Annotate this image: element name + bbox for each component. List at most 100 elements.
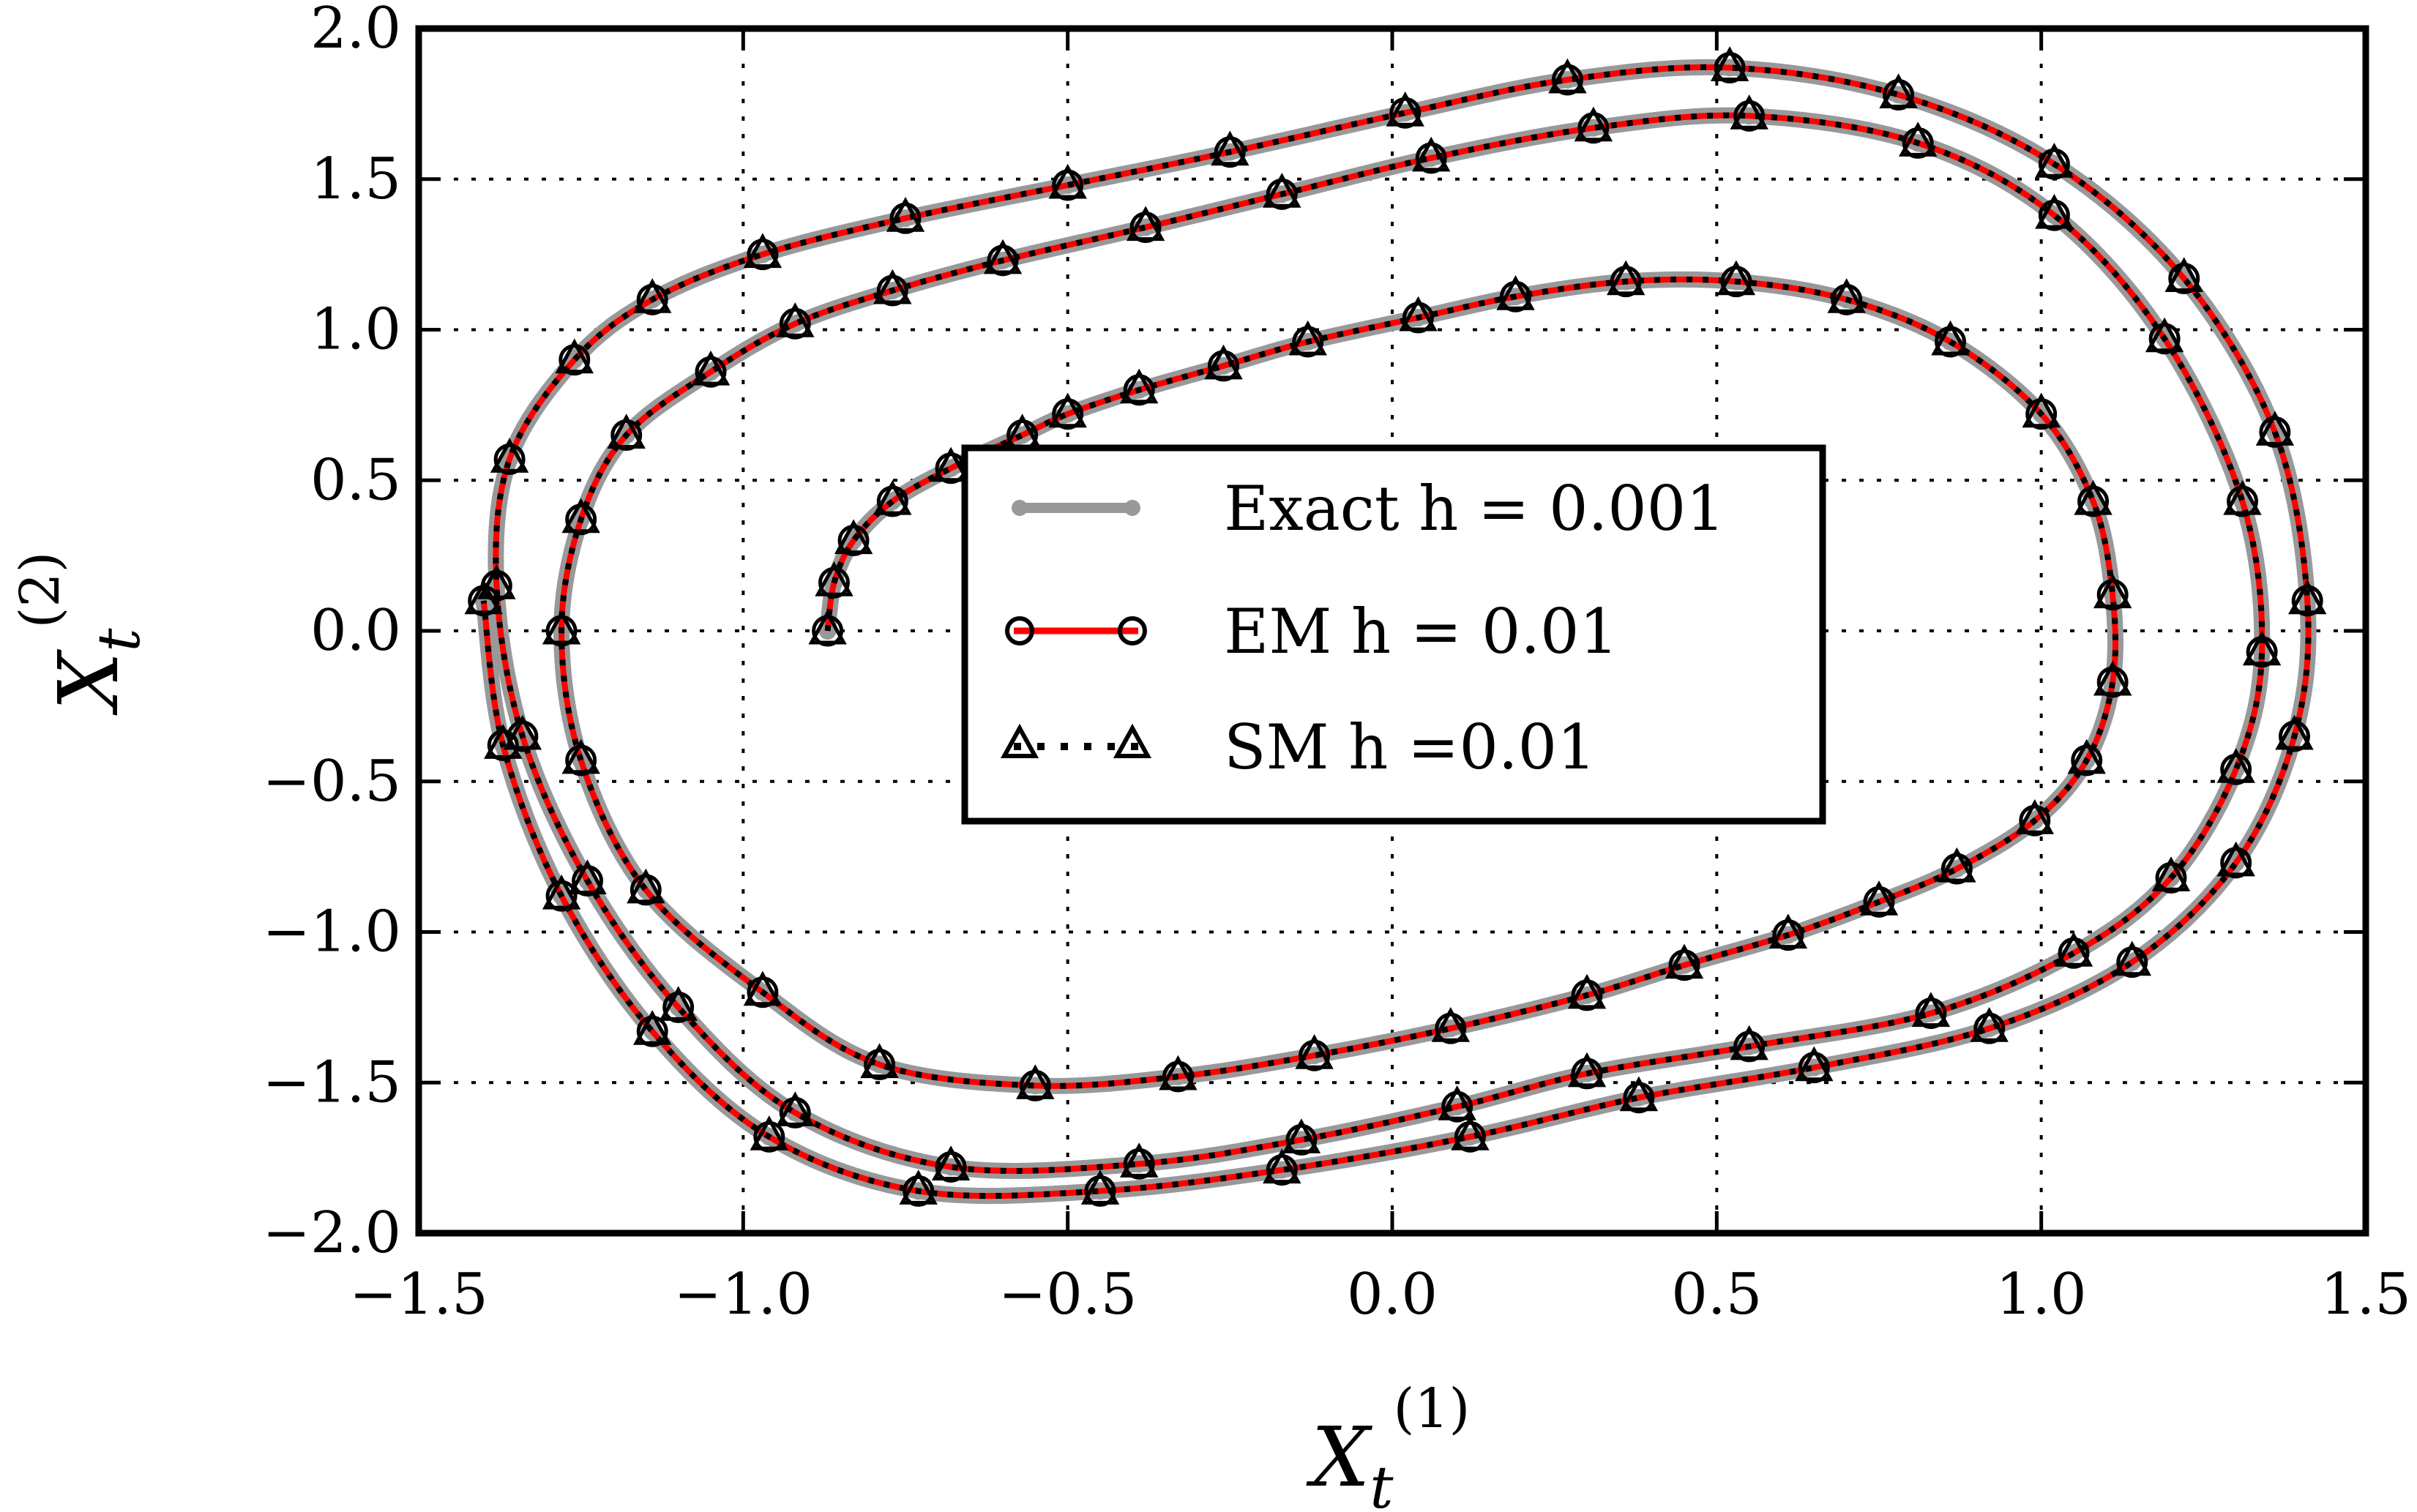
sm-point: [2093, 573, 2132, 609]
sm-point: [743, 970, 782, 1006]
sm-point: [2035, 193, 2074, 229]
sm-point: [632, 278, 672, 313]
sm-point: [873, 269, 912, 304]
sm-point: [1263, 1148, 1301, 1184]
sm-point: [1911, 992, 1951, 1028]
y-tick-label: 1.5: [310, 146, 401, 212]
sm-point: [1619, 1076, 1659, 1112]
sm-point: [2275, 714, 2314, 750]
sm-point: [1606, 260, 1645, 296]
sm-point: [2054, 932, 2093, 967]
sm-point: [1730, 1025, 1768, 1060]
sm-point: [1288, 320, 1327, 356]
sm-point: [808, 609, 847, 645]
sm-point: [1730, 94, 1768, 130]
y-tick-label: 0.5: [310, 447, 401, 513]
sm-point: [983, 239, 1023, 274]
y-tick-label: −1.5: [263, 1049, 401, 1115]
legend-entry-sm: SM h =0.01: [1000, 711, 1596, 783]
y-axis-label: Xt(2): [9, 552, 153, 716]
y-tick-label: 0.0: [310, 598, 401, 664]
sm-point: [1716, 260, 1756, 296]
y-tick-label: 1.0: [310, 297, 401, 363]
sm-point: [1931, 320, 1970, 356]
x-tick-label: −0.5: [998, 1262, 1137, 1328]
sm-point: [561, 738, 600, 774]
sm-point: [1282, 1118, 1321, 1153]
sm-point: [503, 714, 542, 750]
x-tick-label: 0.0: [1347, 1262, 1438, 1328]
sm-point: [1548, 58, 1587, 94]
sm-point: [1263, 173, 1301, 208]
sm-point: [490, 438, 529, 473]
sm-point: [1211, 130, 1249, 166]
sm-point: [2242, 630, 2282, 666]
sm-point: [899, 1169, 938, 1205]
sm-point: [1859, 880, 1899, 916]
sm-point: [2287, 579, 2327, 615]
sm-point: [484, 724, 523, 759]
sm-point: [1710, 46, 1749, 81]
sm-point: [1119, 368, 1159, 404]
sm-point: [815, 561, 853, 596]
y-tick-labels: −2.0 −1.5 −1.0 −0.5 0.0 0.5 1.0 1.5 2.0: [263, 0, 401, 1266]
sm-point: [1898, 121, 1938, 157]
sm-point: [1080, 1169, 1120, 1205]
x-tick-label: 1.0: [1996, 1262, 2087, 1328]
y-tick-label: −1.0: [263, 899, 401, 965]
sm-point: [2074, 479, 2112, 515]
y-tick-label: 2.0: [310, 0, 401, 61]
x-tick-label: −1.5: [349, 1262, 487, 1328]
sm-point: [1386, 91, 1424, 127]
sm-point: [2067, 738, 2106, 774]
sm-point: [542, 609, 581, 645]
sm-point: [1295, 1034, 1334, 1069]
sm-point: [2164, 257, 2203, 292]
legend-entry-exact: Exact h = 0.001: [1012, 473, 1725, 544]
sm-point: [2015, 799, 2055, 834]
sm-point: [2145, 317, 2184, 353]
sm-point: [1048, 392, 1087, 428]
sm-point: [1048, 163, 1087, 199]
sm-point: [1496, 275, 1535, 310]
sm-point: [1970, 1007, 2009, 1042]
sm-point: [659, 986, 698, 1021]
sm-point: [1451, 1115, 1490, 1150]
legend-entry-em: EM h = 0.01: [1005, 596, 1618, 667]
sm-point: [1795, 1046, 1834, 1082]
sm-point: [1438, 1085, 1476, 1120]
sm-point: [776, 302, 815, 337]
sm-point: [2223, 479, 2262, 515]
legend-label-sm: SM h =0.01: [1224, 711, 1596, 783]
sm-point: [1567, 1052, 1607, 1088]
sm-point: [1567, 973, 1607, 1009]
sm-point: [2216, 841, 2255, 877]
sm-point: [743, 233, 782, 269]
sm-point: [1665, 943, 1704, 979]
sm-point: [834, 519, 873, 555]
plot-series: [464, 46, 2327, 1207]
x-tick-label: 0.5: [1671, 1262, 1762, 1328]
sm-point: [2022, 392, 2061, 428]
sm-point: [776, 1091, 815, 1126]
sm-point: [1431, 1007, 1471, 1042]
sm-point: [1768, 913, 1808, 949]
legend-label-exact: Exact h = 0.001: [1224, 473, 1725, 544]
sm-point: [607, 413, 646, 449]
sm-point: [750, 1115, 789, 1150]
sm-point: [1204, 344, 1243, 380]
x-tick-labels: −1.5 −1.0 −0.5 0.0 0.5 1.0 1.5: [349, 1262, 2411, 1328]
sm-point: [632, 1010, 672, 1045]
sm-point: [1574, 106, 1613, 142]
sm-point: [477, 564, 516, 599]
sm-series-line: [480, 64, 2312, 1200]
sm-point: [931, 1145, 971, 1180]
sm-point: [464, 579, 503, 615]
x-axis-label: Xt(1): [1306, 1377, 1471, 1512]
sm-point: [1879, 73, 1918, 108]
sm-point: [873, 479, 912, 515]
sm-point: [691, 350, 731, 386]
sm-point: [561, 498, 600, 534]
sm-point: [2151, 856, 2191, 891]
